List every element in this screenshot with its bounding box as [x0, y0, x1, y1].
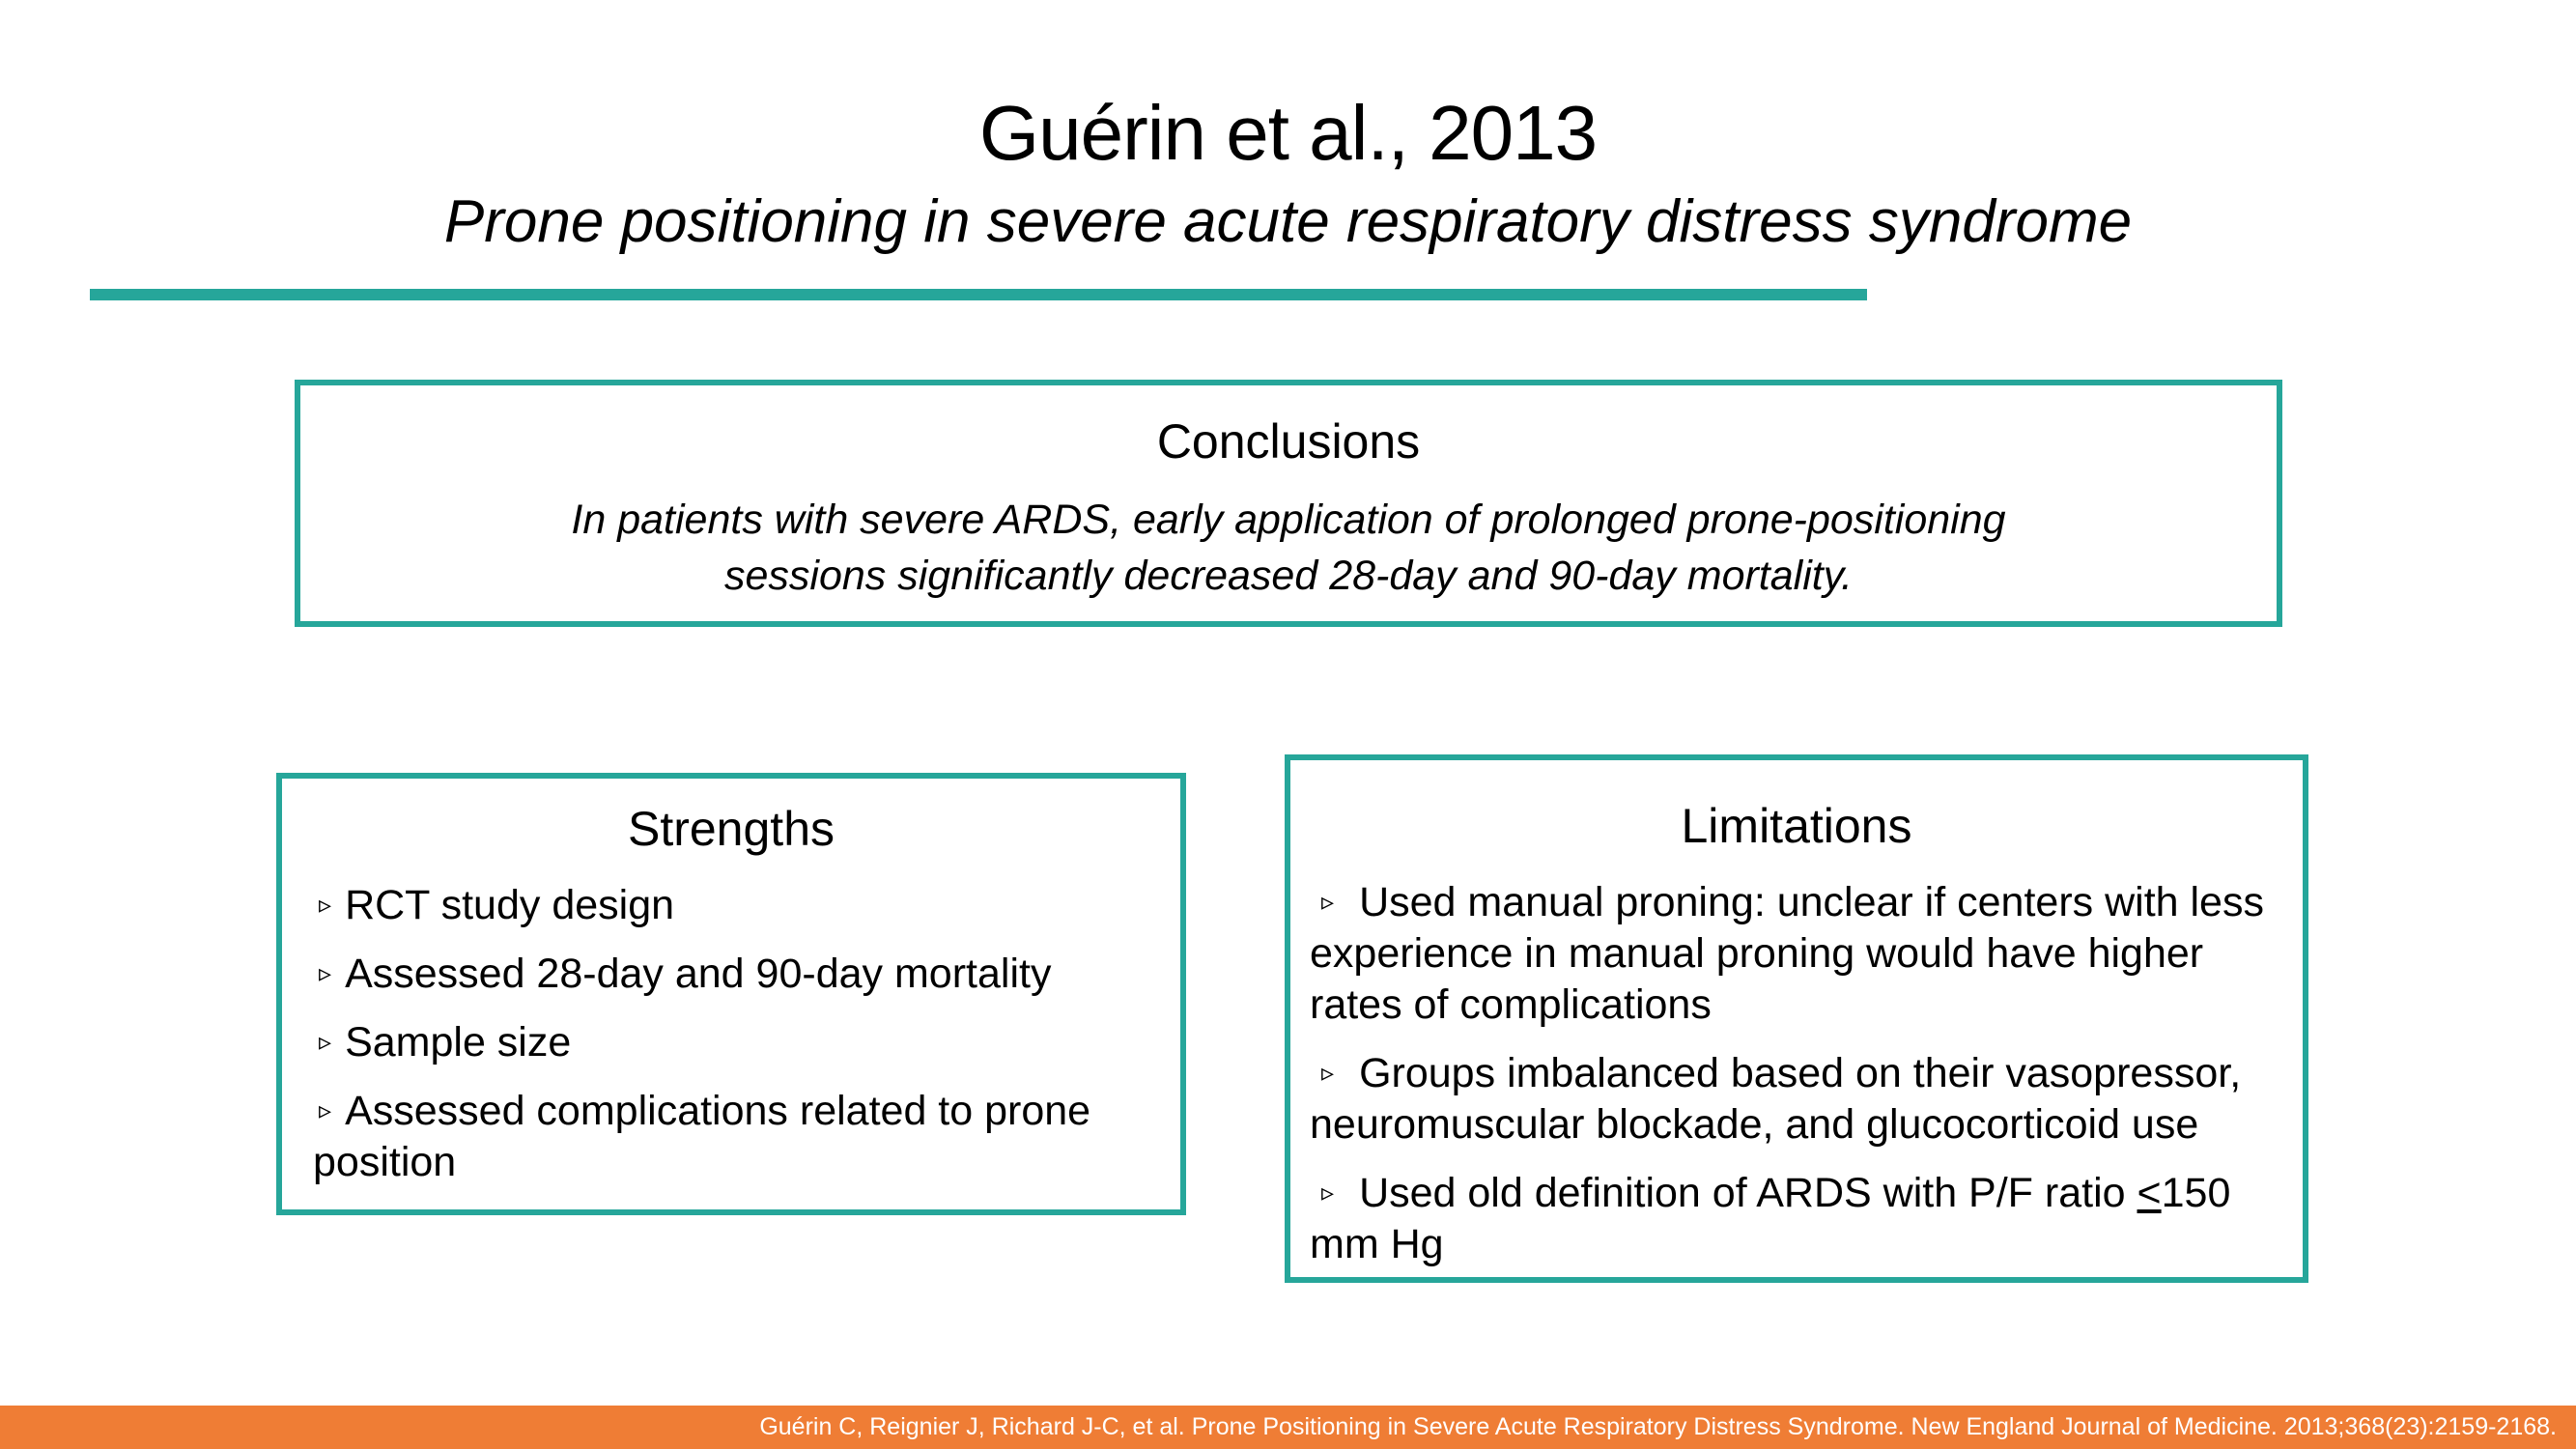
triangle-bullet-icon: ▹ — [1321, 1178, 1335, 1207]
triangle-bullet-icon: ▹ — [319, 958, 332, 987]
list-item: ▹ Used manual proning: unclear if centers… — [1310, 876, 2285, 1031]
triangle-bullet-icon: ▹ — [1321, 1058, 1335, 1087]
strengths-box: Strengths ▹ RCT study design ▹ Assessed 28… — [276, 773, 1186, 1215]
list-item: ▹ Sample size — [313, 1016, 1159, 1068]
triangle-bullet-icon: ▹ — [1321, 887, 1335, 916]
strength-text: RCT study design — [345, 882, 675, 928]
slide-subtitle: Prone positioning in severe acute respir… — [443, 188, 2133, 255]
triangle-bullet-icon: ▹ — [319, 890, 332, 919]
less-than-or-equal-symbol: < — [2137, 1170, 2162, 1216]
strengths-heading: Strengths — [627, 802, 835, 856]
limitation-text-end: 150 mm Hg — [1310, 1170, 2231, 1267]
conclusions-heading: Conclusions — [1156, 414, 1421, 469]
conclusions-line-2: sessions significantly decreased 28-day … — [724, 553, 1853, 599]
footer-bar: Guérin C, Reignier J, Richard J-C, et al… — [0, 1406, 2576, 1449]
strength-text: Assessed 28-day and 90-day mortality — [345, 951, 1052, 997]
triangle-bullet-icon: ▹ — [319, 1095, 332, 1124]
limitation-text-start: Used old definition of ARDS with P/F rat… — [1359, 1170, 2137, 1216]
triangle-bullet-icon: ▹ — [319, 1027, 332, 1056]
slide-title: Guérin et al., 2013 — [978, 90, 1598, 176]
strengths-list: ▹ RCT study design ▹ Assessed 28-day and 9… — [282, 879, 1180, 1188]
limitation-text: Groups imbalanced based on their vasopre… — [1310, 1050, 2242, 1148]
list-item: ▹ RCT study design — [313, 879, 1159, 931]
list-item: ▹ Groups imbalanced based on their vasopr… — [1310, 1047, 2285, 1151]
title-divider — [90, 289, 1867, 300]
list-item: ▹ Assessed 28-day and 90-day mortality — [313, 948, 1159, 1000]
limitation-text: Used manual proning: unclear if centers … — [1310, 879, 2264, 1028]
conclusions-line-1: In patients with severe ARDS, early appl… — [571, 497, 2006, 543]
conclusions-text: In patients with severe ARDS, early appl… — [467, 492, 2109, 604]
limitations-list: ▹ Used manual proning: unclear if centers… — [1290, 876, 2303, 1270]
strength-text: Sample size — [345, 1019, 572, 1065]
strength-text: Assessed complications related to prone … — [313, 1088, 1091, 1185]
conclusions-box: Conclusions In patients with severe ARDS… — [295, 380, 2282, 627]
list-item: ▹ Assessed complications related to prone… — [313, 1085, 1159, 1188]
limitations-box: Limitations ▹ Used manual proning: unclea… — [1285, 754, 2308, 1283]
list-item: ▹ Used old definition of ARDS with P/F ra… — [1310, 1167, 2285, 1270]
limitations-heading: Limitations — [1681, 799, 1912, 853]
footer-citation: Guérin C, Reignier J, Richard J-C, et al… — [759, 1413, 2557, 1440]
